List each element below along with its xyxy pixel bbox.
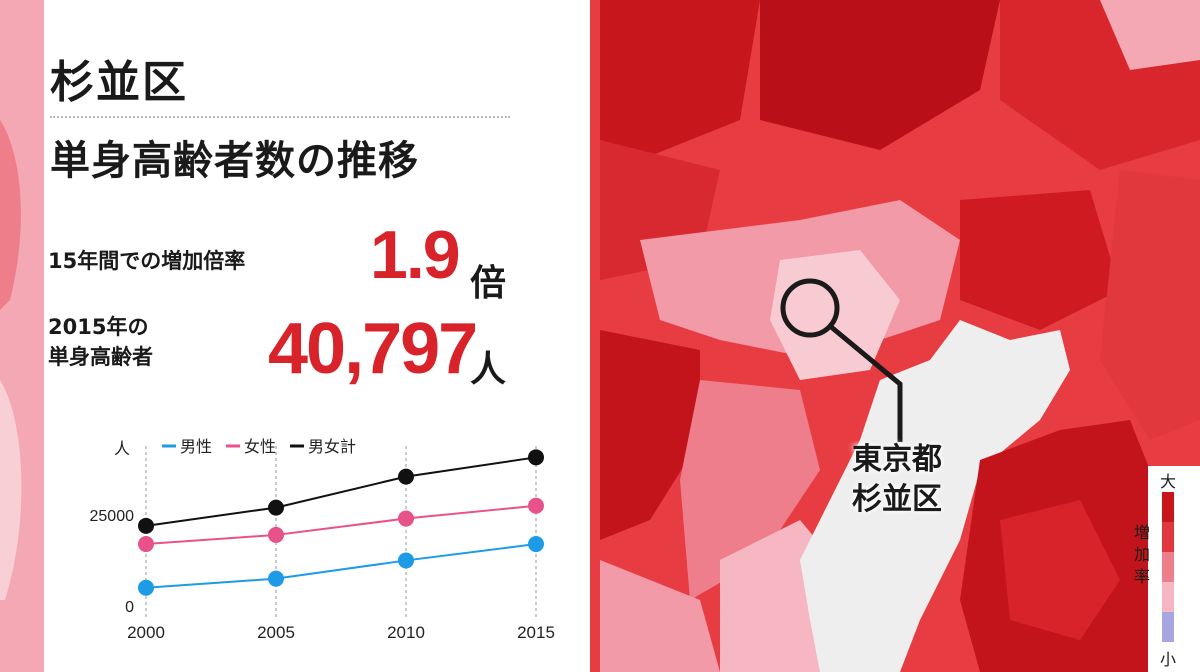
legend-label: 男女計 <box>308 437 356 456</box>
map-region <box>960 190 1120 330</box>
rate-label: 15年間での増加倍率 <box>48 249 246 273</box>
series-line <box>145 456 537 527</box>
data-point <box>398 552 414 569</box>
page-title: 杉並区 <box>50 57 188 108</box>
rate-value: 1.9 <box>370 217 461 293</box>
legend-label: 女性 <box>244 437 276 456</box>
scale-segment <box>1162 492 1174 522</box>
color-scale: 大 増加率 小 <box>1134 466 1200 672</box>
scale-min-label: 小 <box>1160 650 1177 669</box>
map-region <box>600 0 760 160</box>
data-point <box>138 517 154 534</box>
callout-line1: 東京都 <box>852 442 942 477</box>
info-panel <box>44 0 590 672</box>
scale-title-char: 率 <box>1134 567 1151 586</box>
count-value: 40,797 <box>268 309 478 389</box>
data-point <box>398 510 414 527</box>
data-point <box>268 499 284 516</box>
data-point <box>398 468 414 485</box>
scale-title-char: 増 <box>1134 523 1151 542</box>
scale-title: 増加率 <box>1134 522 1150 588</box>
map-region <box>0 380 22 600</box>
map-callout: 東京都 杉並区 <box>852 440 942 520</box>
y-tick-label: 25000 <box>90 508 135 525</box>
count-label: 2015年の 単身高齢者 <box>48 312 153 372</box>
scale-bar <box>1162 492 1174 642</box>
series-line <box>145 543 537 589</box>
x-tick-label: 2005 <box>257 623 295 642</box>
data-point <box>528 497 544 514</box>
map-region <box>1000 500 1120 640</box>
y-tick-label: 0 <box>125 599 134 616</box>
map-region <box>600 560 720 672</box>
bay-water <box>800 320 1070 672</box>
map-region <box>760 0 1000 150</box>
legend-label: 男性 <box>180 438 212 456</box>
scale-segment <box>1162 612 1174 642</box>
callout-line2: 杉並区 <box>852 482 942 517</box>
data-point <box>528 536 544 553</box>
scale-segment <box>1162 552 1174 582</box>
scale-max-label: 大 <box>1160 472 1177 491</box>
location-circle <box>780 278 840 338</box>
y-axis-unit: 人 <box>114 440 130 458</box>
data-point <box>138 579 154 596</box>
data-point <box>268 570 284 587</box>
scale-segment <box>1162 522 1174 552</box>
series-line <box>145 504 537 546</box>
title-divider <box>50 116 510 118</box>
scale-title-char: 加 <box>1134 545 1151 564</box>
rate-unit: 倍 <box>470 263 507 304</box>
x-tick-label: 2010 <box>387 623 425 642</box>
map-region <box>680 380 820 600</box>
data-point <box>528 449 544 466</box>
map-region <box>1100 0 1200 70</box>
x-tick-label: 2015 <box>517 623 555 642</box>
map-region <box>1100 170 1200 440</box>
map-region <box>600 330 700 540</box>
x-tick-label: 2000 <box>127 623 165 642</box>
count-unit: 人 <box>470 349 507 390</box>
map-region <box>0 120 21 310</box>
data-point <box>268 526 284 543</box>
data-point <box>138 536 154 553</box>
count-label-line1: 2015年の <box>48 315 149 339</box>
line-chart: 人 0 25000 2000 2005 2010 2015 男性 女性 男女計 <box>90 437 555 642</box>
count-label-line2: 単身高齢者 <box>48 345 153 369</box>
callout-line <box>828 324 903 442</box>
chart-title: 単身高齢者数の推移 <box>50 138 419 184</box>
scale-segment <box>1162 582 1174 612</box>
